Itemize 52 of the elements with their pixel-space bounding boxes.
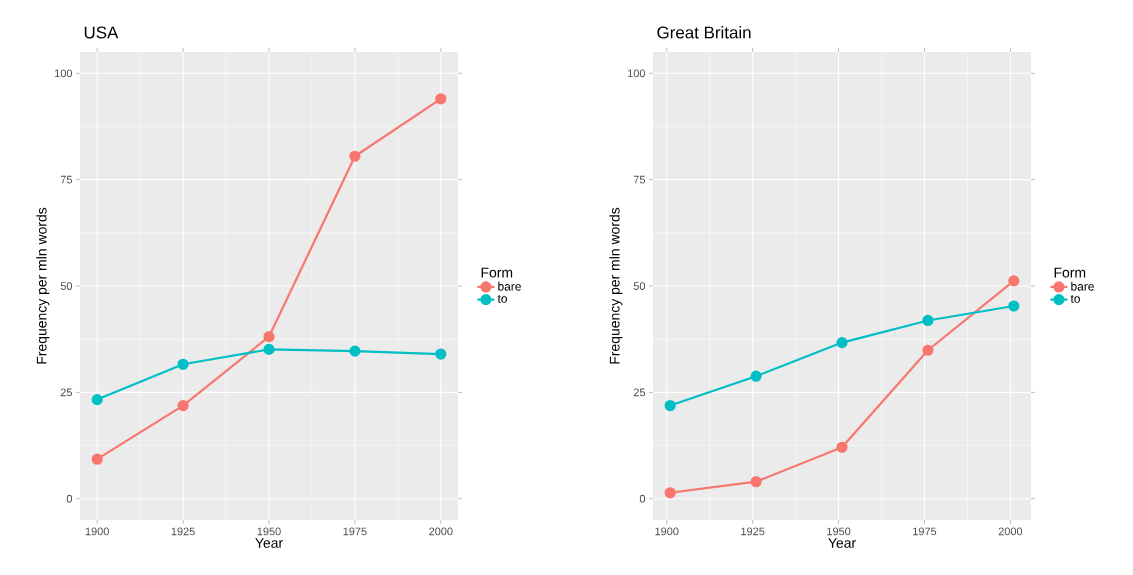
x-tick-label: 1975	[913, 527, 937, 536]
y-tick-label: 50	[633, 282, 646, 290]
x-tick-label: 1975	[343, 527, 367, 536]
y-tick-label: 50	[60, 282, 73, 290]
point	[836, 441, 848, 453]
y-tick-label: 100	[628, 69, 646, 78]
y-tick-label: 0	[639, 494, 646, 503]
point	[435, 93, 447, 105]
x-tick-label: 1950	[257, 527, 281, 536]
x-tick-label: 1925	[171, 527, 195, 536]
legend-title: Form	[481, 267, 513, 278]
y-tick-label: 25	[633, 388, 646, 397]
point	[836, 336, 848, 349]
point	[91, 394, 103, 406]
x-tick-label: 1900	[655, 527, 679, 536]
point	[349, 150, 361, 162]
chart-title: Great Britain	[657, 26, 751, 39]
x-tick-label: 2000	[429, 527, 453, 536]
x-tick-label: 1925	[741, 527, 765, 536]
legend-title: Form	[1054, 267, 1086, 278]
legend-label: to	[497, 295, 507, 303]
legend-label: bare	[1071, 281, 1094, 291]
y-tick-label: 25	[60, 388, 73, 397]
legend-label: bare	[498, 281, 521, 291]
y-tick-label: 0	[66, 494, 73, 503]
point	[435, 348, 447, 360]
point	[922, 314, 934, 327]
x-tick-label: 1950	[827, 527, 851, 536]
y-tick-label: 75	[60, 175, 73, 184]
x-tick-label: 2000	[998, 527, 1023, 536]
point	[664, 399, 676, 412]
legend-label: to	[1070, 295, 1080, 303]
point	[1008, 300, 1020, 312]
point	[664, 487, 676, 499]
point	[750, 370, 762, 382]
point	[263, 343, 275, 355]
y-tick-label: 75	[633, 175, 646, 184]
chart-title: USA	[84, 26, 119, 39]
point	[177, 358, 189, 370]
point	[263, 331, 275, 343]
x-axis-title: Year	[828, 538, 856, 548]
y-tick-label: 100	[55, 69, 73, 78]
point	[349, 345, 361, 357]
x-tick-label: 1900	[85, 527, 109, 536]
point	[91, 453, 103, 465]
y-axis-title: Frequency per mln words	[36, 207, 50, 364]
point	[1008, 275, 1020, 287]
point	[750, 476, 762, 488]
point	[177, 399, 189, 412]
y-axis-title: Frequency per mln words	[609, 207, 623, 364]
point	[922, 344, 934, 356]
x-axis-title: Year	[255, 538, 283, 548]
